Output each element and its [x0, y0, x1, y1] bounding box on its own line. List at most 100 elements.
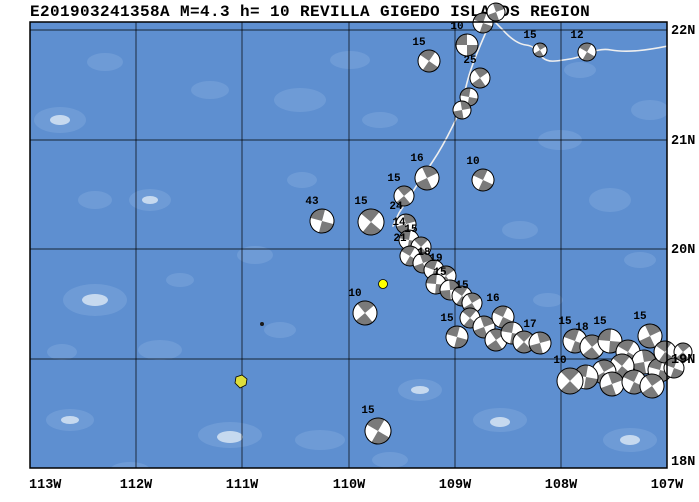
bathymetry-patch	[589, 188, 631, 212]
bathymetry-patch	[264, 322, 296, 338]
depth-label: 21	[393, 233, 407, 245]
depth-label: 17	[523, 319, 536, 331]
bathymetry-patch	[620, 435, 640, 445]
depth-label: 16	[410, 153, 423, 165]
focal-mechanism-beachball	[663, 357, 685, 379]
depth-label: 15	[593, 316, 607, 328]
bathymetry-patch	[237, 246, 273, 264]
lon-axis-label: 110W	[333, 478, 366, 493]
depth-label: 10	[450, 21, 463, 33]
bathymetry-patch	[362, 112, 398, 128]
depth-label: 15	[433, 267, 447, 279]
lon-axis-label: 109W	[439, 478, 472, 493]
bathymetry-patch	[411, 386, 429, 394]
depth-label: 15	[440, 313, 454, 325]
depth-label: 15	[404, 224, 418, 236]
depth-label: 19	[429, 253, 442, 265]
lon-axis-label: 107W	[651, 478, 684, 493]
focal-mechanism-beachball	[393, 185, 415, 207]
lon-axis-label: 111W	[226, 478, 259, 493]
depth-label: 10	[466, 156, 479, 168]
plate-boundary-line	[493, 22, 667, 62]
depth-label: 43	[305, 196, 319, 208]
focal-mechanism-beachball	[357, 208, 385, 236]
bathymetry-patch	[631, 100, 667, 120]
depth-label: 15	[523, 30, 537, 42]
focal-mechanism-beachball	[469, 67, 491, 89]
bathymetry-patch	[287, 172, 317, 188]
bathymetry-patch	[564, 62, 596, 78]
focal-mechanism-beachball	[472, 12, 494, 34]
bathymetry-patch	[274, 88, 326, 112]
lon-axis-label: 113W	[29, 478, 62, 493]
focal-mechanism-beachball	[673, 342, 693, 362]
depth-label: 12	[570, 30, 583, 42]
bathymetry-patch	[624, 252, 656, 268]
focal-mechanism-beachball	[455, 33, 479, 57]
lon-axis-label: 108W	[545, 478, 578, 493]
depth-label: 10	[348, 288, 361, 300]
focal-mechanism-beachball	[653, 340, 677, 364]
lat-axis-label: 21N	[671, 134, 695, 149]
focal-mechanism-beachball	[486, 2, 506, 22]
island-socorro	[234, 374, 248, 389]
focal-mechanism-beachball	[414, 165, 440, 191]
map-frame	[29, 21, 668, 469]
depth-label: 15	[387, 173, 401, 185]
bathymetry-patch	[191, 81, 229, 99]
focal-mechanism-beachball	[556, 367, 584, 395]
bathymetry-patch	[166, 273, 194, 287]
bathymetry-patch	[47, 344, 77, 360]
depth-label: 16	[486, 293, 499, 305]
bathymetry-patch	[82, 294, 108, 306]
lat-axis-label: 20N	[671, 243, 695, 258]
focal-mechanism-beachball	[417, 49, 441, 73]
depth-label: 25	[463, 55, 477, 67]
island-san-benedicto	[260, 322, 264, 326]
bathymetry-patch	[217, 431, 243, 443]
depth-label: 15	[558, 316, 572, 328]
event-epicenter-marker	[378, 279, 388, 289]
depth-label: 18	[417, 247, 431, 259]
bathymetry-patch	[142, 196, 158, 204]
depth-label: 14	[392, 217, 406, 229]
focal-mechanism-beachball	[599, 371, 625, 397]
depth-label: 15	[455, 280, 469, 292]
depth-label: 10	[553, 355, 566, 367]
depth-label: 24	[389, 201, 403, 213]
bathymetry-patch	[330, 51, 370, 69]
bathymetry-patch	[50, 115, 70, 125]
depth-label: 15	[354, 196, 368, 208]
bathymetry-patch	[110, 462, 150, 468]
bathymetry-patch	[87, 53, 123, 71]
focal-mechanism-beachball	[309, 208, 335, 234]
bathymetry-patch	[372, 452, 408, 468]
lat-axis-label: 22N	[671, 24, 695, 39]
depth-label: 15	[361, 405, 375, 417]
bathymetry-patch	[533, 293, 563, 307]
ocean-background	[30, 22, 667, 468]
focal-mechanism-beachball	[532, 42, 548, 58]
bathymetry-patch	[138, 340, 182, 360]
bathymetry-patch	[78, 191, 112, 209]
lat-axis-label: 19N	[671, 353, 695, 368]
bathymetry-patch	[502, 221, 538, 239]
focal-mechanism-beachball	[639, 373, 665, 399]
focal-mechanism-beachball	[352, 300, 378, 326]
map-title: E201903241358A M=4.3 h= 10 REVILLA GIGED…	[30, 3, 591, 21]
depth-label: 18	[575, 322, 589, 334]
focal-mechanism-beachball	[471, 168, 495, 192]
bathymetry-patch	[295, 430, 345, 450]
focal-mechanism-beachball	[577, 42, 597, 62]
depth-label: 15	[633, 311, 647, 323]
bathymetry-patch	[61, 416, 79, 424]
lat-axis-label: 18N	[671, 455, 695, 470]
focal-mechanism-beachball	[528, 331, 552, 355]
focal-mechanism-beachball	[452, 100, 472, 120]
focal-mechanism-beachball	[445, 325, 469, 349]
lon-axis-label: 112W	[120, 478, 153, 493]
bathymetry-patch	[490, 417, 510, 427]
depth-label: 15	[412, 37, 426, 49]
